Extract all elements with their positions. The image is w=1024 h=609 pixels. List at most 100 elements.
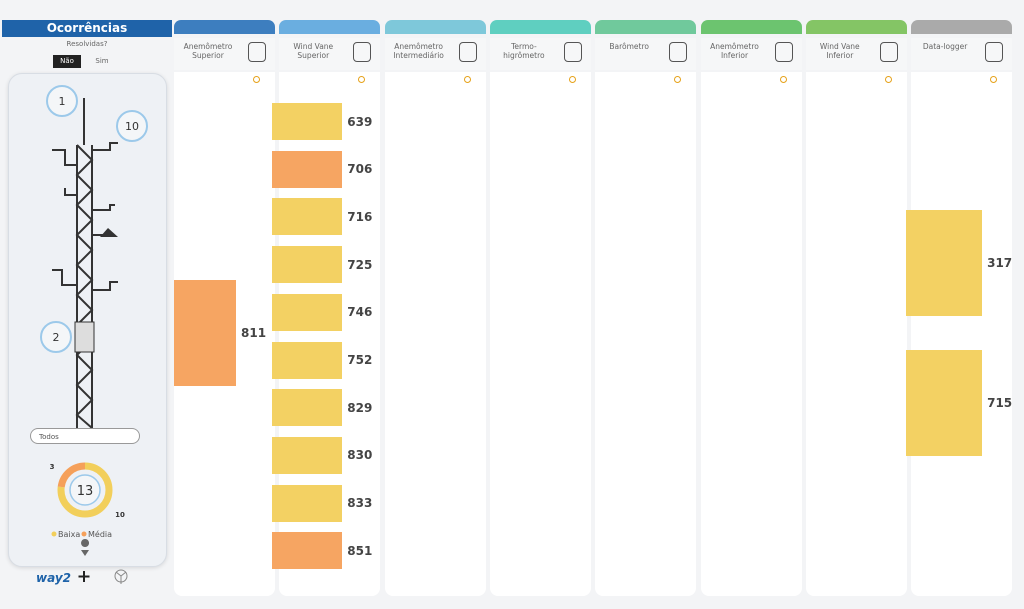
sensor-icon [985, 42, 1004, 62]
ticket-block[interactable] [272, 198, 343, 236]
info-icon [990, 76, 998, 83]
column-header [279, 38, 381, 70]
donut-total: 13 [77, 484, 94, 499]
ticket-block[interactable] [272, 150, 343, 188]
column-header-bar [279, 20, 381, 34]
info-icon [463, 76, 471, 83]
ticket-number: 706 [347, 162, 373, 177]
column-header [595, 38, 697, 70]
location-icon [81, 539, 90, 556]
column-header-bar [911, 20, 1013, 34]
column-label: Wind Vane Inferior [819, 42, 860, 60]
ticket-number: 752 [347, 353, 373, 367]
column-label: Anemômetro Inferior [710, 42, 759, 60]
ticket-number: 829 [347, 400, 373, 415]
column-label: Anemômetro Superior [183, 42, 233, 60]
tower [52, 98, 118, 429]
donut-value-label: 3 [50, 463, 55, 471]
sensor-icon [353, 42, 372, 62]
column-body [384, 72, 486, 596]
column-header [489, 38, 591, 70]
info-icon [884, 76, 892, 83]
turbine-icon [114, 569, 128, 584]
legend-label: Média [88, 529, 112, 539]
column-body [911, 72, 1013, 596]
ticket-number: 715 [987, 396, 1013, 410]
sensor-icon [248, 42, 266, 62]
column-label: Anemômetro Intermediário [393, 42, 444, 60]
ticket-number: 746 [347, 305, 373, 320]
ticket-number: 833 [347, 496, 373, 511]
badge-circle [116, 110, 148, 142]
tower-vane [100, 228, 118, 237]
ticket-number: 716 [347, 209, 373, 224]
sidebar-title: Ocorrências [2, 20, 172, 37]
logo: way2 [36, 571, 71, 585]
ticket-block[interactable] [272, 436, 343, 474]
column-header [911, 38, 1013, 70]
sensor-icon [563, 42, 582, 62]
column-body [489, 72, 591, 596]
column-header-bar [805, 20, 907, 34]
column-label: Data-logger [922, 42, 968, 51]
badge-count: 10 [125, 120, 139, 133]
donut-center [69, 474, 101, 506]
ticket-block[interactable] [272, 341, 343, 379]
column-body [805, 72, 907, 596]
badge-count: 1 [59, 95, 66, 108]
datalogger-box [74, 321, 95, 353]
badges: 1 10 2 [40, 85, 148, 353]
ticket-block[interactable] [174, 280, 236, 386]
dropdown[interactable]: Todos [30, 428, 140, 444]
column-header-bar [700, 20, 802, 34]
sensor-icon [458, 42, 477, 62]
column-header [805, 38, 907, 70]
ticket-number: 830 [347, 448, 373, 463]
column-header-bar [489, 20, 591, 34]
ticket-block[interactable] [272, 246, 343, 284]
column-body [700, 72, 802, 596]
column-label: Barômetro [609, 42, 649, 51]
badge-circle [46, 85, 78, 117]
sensor-icon [879, 42, 898, 62]
column-header [384, 38, 486, 70]
info-icon [358, 76, 366, 83]
ticket-number: 725 [347, 257, 373, 272]
ticket-number: 811 [241, 326, 267, 340]
donut-value-label: 10 [115, 511, 125, 519]
ticket-block[interactable] [272, 293, 343, 331]
column-header-bar [595, 20, 697, 34]
donut: 13 10 3 Baixa Média [50, 462, 125, 539]
plus-icon [78, 571, 90, 582]
column-label: Wind Vane Superior [293, 42, 334, 60]
ticket-block[interactable] [906, 350, 983, 456]
ticket-block[interactable] [272, 532, 343, 570]
ticket-block[interactable] [272, 389, 343, 427]
sidebar-graphics: 1 10 2 13 10 3 Baixa Média way2 [36, 85, 148, 585]
legend-label: Baixa [58, 530, 80, 539]
toggle-option[interactable]: Sim [95, 57, 109, 65]
info-icon [779, 76, 787, 83]
sensor-icon [774, 42, 793, 62]
info-icon [253, 76, 260, 83]
ticket-number: 317 [987, 256, 1013, 270]
sensor-icon [669, 42, 688, 62]
info-icon [674, 76, 682, 83]
ticket-block[interactable] [906, 210, 983, 316]
column-header-bar [174, 20, 275, 34]
badge-count: 2 [53, 331, 60, 344]
legend-swatch [51, 531, 57, 537]
ticket-block[interactable] [272, 103, 343, 140]
ticket-block[interactable] [272, 484, 343, 522]
filter-label: Resolvidas? [66, 40, 108, 48]
toggle-option[interactable]: Não [53, 55, 81, 68]
legend-swatch [81, 531, 87, 537]
column-header [700, 38, 802, 70]
donut-segment [57, 462, 113, 518]
ticket-number: 851 [347, 543, 373, 558]
column-header-bar [384, 20, 486, 34]
badge-circle [40, 321, 72, 353]
column-label: Termo-higrômetro [503, 42, 545, 60]
